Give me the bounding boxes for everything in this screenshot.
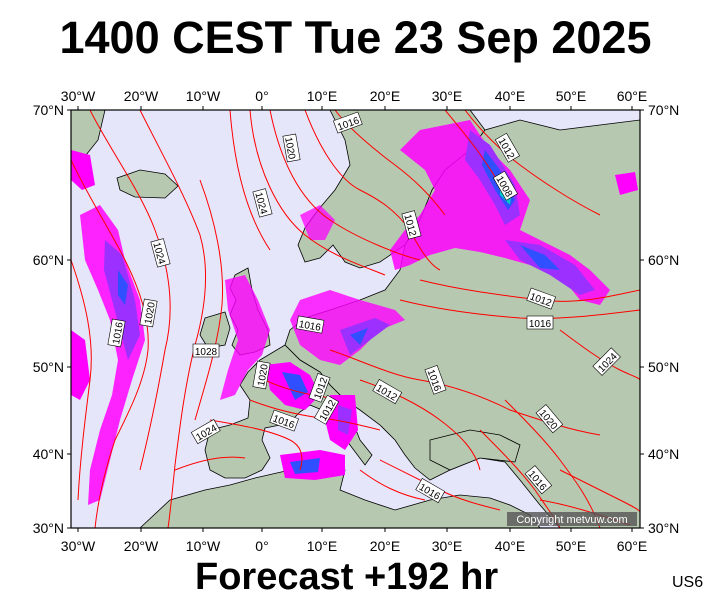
svg-text:50°E: 50°E [556,88,587,104]
svg-text:1028: 1028 [195,347,218,358]
latitude-labels-left: 70°N 60°N 50°N 40°N 30°N [33,102,64,536]
svg-text:30°W: 30°W [61,538,96,554]
svg-text:1016: 1016 [111,321,126,345]
model-code-label: US6 [672,574,704,591]
svg-text:40°E: 40°E [495,88,526,104]
copyright-box: Copyright metvuw.com [507,512,637,526]
svg-text:20°W: 20°W [124,88,159,104]
forecast-title: 1400 CEST Tue 23 Sep 2025 [59,12,652,63]
iceland-land [116,169,179,199]
precipitation-areas [71,120,638,505]
isobar-label: 1016 [107,318,126,348]
turkey-land [429,429,521,471]
isobar-label: 1016 [526,315,554,330]
svg-text:30°N: 30°N [648,520,679,536]
svg-text:1020: 1020 [256,363,271,387]
map-frame [70,109,641,529]
svg-text:30°N: 30°N [33,520,64,536]
svg-text:50°E: 50°E [556,538,587,554]
north-africa-land [139,464,541,528]
svg-text:60°E: 60°E [617,538,648,554]
svg-text:1016: 1016 [529,319,552,330]
svg-text:20°E: 20°E [370,88,401,104]
svg-text:1020: 1020 [143,301,158,325]
svg-text:60°N: 60°N [648,252,679,268]
isobar-label: 1020 [139,298,158,328]
isobar-label: 1020 [282,133,301,163]
tick-marks [67,106,644,532]
svg-text:20°E: 20°E [370,538,401,554]
svg-text:1016: 1016 [298,319,322,334]
isobar-label: 1012 [308,373,331,403]
svg-text:Copyright metvuw.com: Copyright metvuw.com [516,514,627,526]
svg-text:10°E: 10°E [307,538,338,554]
isobar-label: 1012 [526,287,556,310]
svg-text:50°N: 50°N [33,359,64,375]
svg-text:10°W: 10°W [186,538,221,554]
svg-text:50°N: 50°N [648,359,679,375]
svg-text:60°E: 60°E [617,88,648,104]
isobar-label: 1016 [295,315,325,334]
svg-text:0°: 0° [255,538,268,554]
isobar-label: 1020 [252,360,271,390]
svg-text:10°E: 10°E [307,88,338,104]
svg-text:40°E: 40°E [495,538,526,554]
ireland-land [199,311,231,349]
svg-text:10°W: 10°W [186,88,221,104]
svg-text:30°W: 30°W [61,88,96,104]
svg-text:1020: 1020 [282,136,297,160]
svg-text:70°N: 70°N [33,102,64,118]
svg-text:30°E: 30°E [432,538,463,554]
longitude-labels-top: 30°W 20°W 10°W 0° 10°E 20°E 30°E 40°E 50… [61,88,647,104]
isobar-label: 1012 [372,379,403,405]
greenland-land [71,110,106,166]
latitude-labels-right: 70°N 60°N 50°N 40°N 30°N [648,102,679,536]
svg-text:40°N: 40°N [648,446,679,462]
svg-text:60°N: 60°N [33,252,64,268]
isobar-label: 1028 [192,343,220,358]
svg-text:30°E: 30°E [432,88,463,104]
svg-text:0°: 0° [255,88,268,104]
longitude-labels-bottom: 30°W 20°W 10°W 0° 10°E 20°E 30°E 40°E 50… [61,538,647,554]
svg-text:70°N: 70°N [648,102,679,118]
svg-text:40°N: 40°N [33,446,64,462]
forecast-hour-label: Forecast +192 hr [195,556,499,598]
svg-text:20°W: 20°W [124,538,159,554]
